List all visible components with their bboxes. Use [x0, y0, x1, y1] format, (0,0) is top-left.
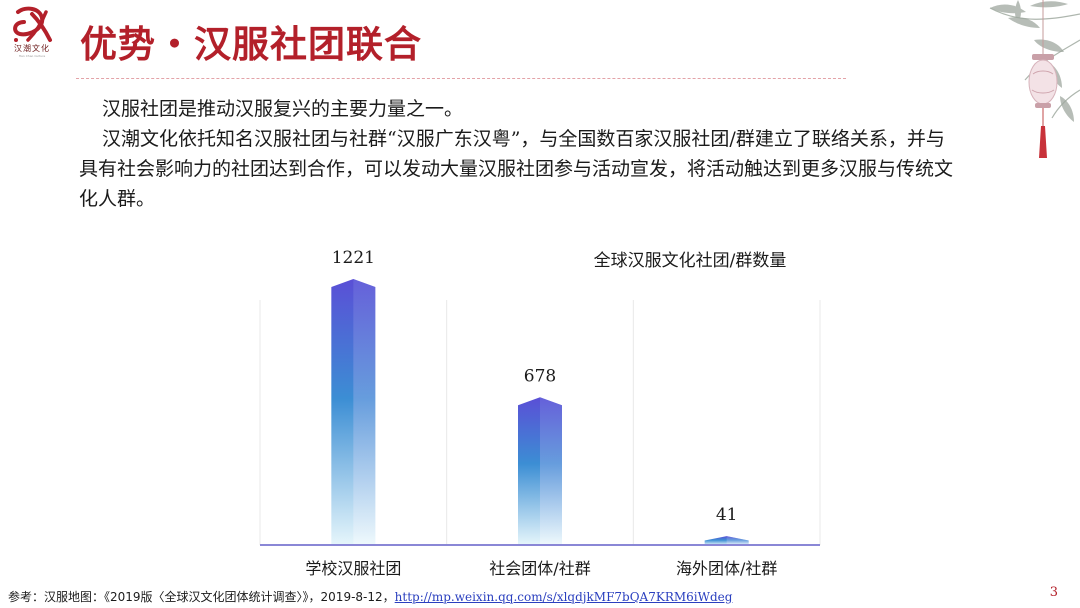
chart-value-label: 678	[524, 366, 556, 386]
chart-grid	[259, 300, 821, 545]
chart-category-label: 学校汉服社团	[305, 559, 401, 578]
paragraph-1: 汉服社团是推动汉服复兴的主要力量之一。	[102, 98, 464, 120]
logo-name: 汉潮文化	[14, 44, 50, 53]
logo: 汉潮文化 Han Chao Culture	[6, 4, 58, 66]
reference-link[interactable]: http://mp.weixin.qq.com/s/xlqdjkMF7bQA7K…	[394, 590, 733, 604]
title-divider	[76, 78, 846, 79]
logo-subtitle: Han Chao Culture	[18, 54, 46, 58]
reference-note: 参考：汉服地图：《2019版〈全球汉文化团体统计调查〉》，2019-8-12，h…	[8, 588, 732, 605]
chart-value-label: 1221	[332, 248, 375, 268]
chart-bar	[704, 536, 749, 545]
chart-title: 全球汉服文化社团/群数量	[594, 251, 787, 271]
body-text: 汉服社团是推动汉服复兴的主要力量之一。 汉潮文化依托知名汉服社团与社群“汉服广东…	[79, 94, 959, 214]
page-number: 3	[1049, 585, 1058, 600]
chart-category-label: 社会团体/社群	[489, 559, 590, 578]
chart-value-label: 41	[716, 505, 738, 525]
paragraph-2: 汉潮文化依托知名汉服社团与社群“汉服广东汉粤”，与全国数百家汉服社团/群建立了联…	[79, 128, 954, 210]
chart-category-label: 海外团体/社群	[676, 559, 777, 578]
bamboo-lantern-decoration-icon	[989, 0, 1080, 158]
reference-text: 参考：汉服地图：《2019版〈全球汉文化团体统计调查〉》，2019-8-12，	[8, 590, 395, 604]
page-title: 优势・汉服社团联合	[80, 23, 422, 66]
chart-bar	[331, 278, 376, 545]
chart-bar	[518, 397, 562, 545]
logo-mark-icon	[13, 6, 52, 42]
